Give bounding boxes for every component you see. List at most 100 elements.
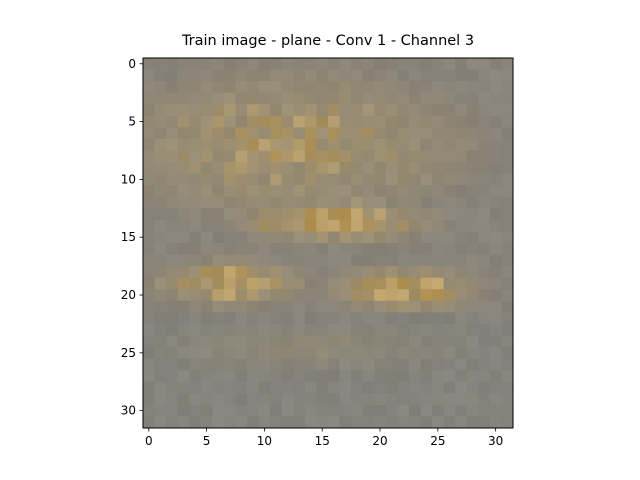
heatmap-cell <box>489 162 502 175</box>
heatmap-cell <box>501 150 514 163</box>
heatmap-cell <box>166 138 179 151</box>
heatmap-cell <box>328 416 340 429</box>
heatmap-cell <box>351 69 364 82</box>
heatmap-cell <box>328 289 340 302</box>
heatmap-cell <box>293 196 306 209</box>
heatmap-cell <box>397 81 410 94</box>
heatmap-cell <box>200 92 213 105</box>
heatmap-cell <box>466 150 479 163</box>
heatmap-cell <box>212 277 225 290</box>
heatmap-cell <box>466 115 479 128</box>
heatmap-cell <box>385 173 398 186</box>
heatmap-cell <box>143 358 155 371</box>
heatmap-cell <box>235 393 248 406</box>
heatmap-cell <box>374 289 387 302</box>
heatmap-cell <box>466 243 479 255</box>
heatmap-cell <box>374 127 387 140</box>
heatmap-cell <box>143 69 155 82</box>
heatmap-cell <box>247 81 260 94</box>
heatmap-cell <box>143 127 155 140</box>
heatmap-cell <box>258 358 271 371</box>
heatmap-cell <box>328 312 340 325</box>
x-tick-label: 0 <box>145 434 153 448</box>
heatmap-cell <box>328 185 340 198</box>
heatmap-cell <box>177 162 190 175</box>
heatmap-cell <box>455 254 468 267</box>
heatmap-cell <box>258 115 271 128</box>
heatmap-cell <box>455 138 468 151</box>
heatmap-cell <box>189 254 202 267</box>
heatmap-cell <box>293 185 306 198</box>
heatmap-cell <box>304 393 317 406</box>
heatmap-cell <box>293 127 306 140</box>
x-tick-label: 15 <box>315 434 330 448</box>
heatmap-cell <box>455 416 468 429</box>
heatmap-cell <box>466 416 479 429</box>
heatmap-cell <box>293 358 306 371</box>
heatmap-cell <box>420 92 433 105</box>
heatmap-cell <box>281 162 294 175</box>
heatmap-cell <box>443 335 456 348</box>
heatmap-cell <box>258 289 271 302</box>
heatmap-cells <box>143 58 514 429</box>
heatmap-cell <box>247 381 260 394</box>
heatmap-cell <box>166 208 179 221</box>
heatmap-cell <box>270 219 283 232</box>
heatmap-cell <box>223 404 236 417</box>
heatmap-cell <box>223 347 236 360</box>
heatmap-cell <box>177 58 190 70</box>
heatmap-cell <box>374 323 387 336</box>
heatmap-cell <box>166 416 179 429</box>
heatmap-cell <box>328 358 340 371</box>
heatmap-cell <box>270 173 283 186</box>
heatmap-cell <box>143 404 155 417</box>
heatmap-cell <box>316 138 329 151</box>
heatmap-cell <box>420 323 433 336</box>
heatmap-cell <box>212 393 225 406</box>
heatmap-cell <box>223 277 236 290</box>
heatmap-cell <box>154 254 167 267</box>
heatmap-cell <box>270 323 283 336</box>
heatmap-cell <box>258 312 271 325</box>
y-tick-label: 5 <box>128 115 136 129</box>
heatmap-cell <box>200 185 213 198</box>
heatmap-cell <box>200 196 213 209</box>
heatmap-cell <box>212 69 225 82</box>
heatmap-cell <box>258 138 271 151</box>
heatmap-cell <box>339 289 352 302</box>
heatmap-cell <box>212 127 225 140</box>
heatmap-cell <box>223 185 236 198</box>
heatmap-cell <box>432 58 445 70</box>
heatmap-cell <box>189 335 202 348</box>
heatmap-cell <box>328 404 340 417</box>
heatmap-cell <box>212 381 225 394</box>
heatmap-cell <box>270 300 283 313</box>
heatmap-cell <box>304 266 317 279</box>
heatmap-cell <box>270 150 283 163</box>
heatmap-cell <box>397 173 410 186</box>
heatmap-cell <box>258 150 271 163</box>
heatmap-cell <box>478 347 491 360</box>
heatmap-cell <box>189 323 202 336</box>
heatmap-cell <box>177 289 190 302</box>
heatmap-cell <box>478 104 491 117</box>
heatmap-cell <box>281 58 294 70</box>
heatmap-cell <box>339 162 352 175</box>
heatmap-cell <box>316 231 329 244</box>
heatmap-cell <box>478 58 491 70</box>
heatmap-cell <box>351 347 364 360</box>
heatmap-cell <box>432 219 445 232</box>
heatmap-cell <box>455 104 468 117</box>
heatmap-cell <box>478 173 491 186</box>
heatmap-cell <box>362 277 375 290</box>
heatmap-cell <box>316 381 329 394</box>
heatmap-cell <box>408 150 421 163</box>
heatmap-cell <box>316 115 329 128</box>
heatmap-cell <box>455 185 468 198</box>
heatmap-cell <box>351 404 364 417</box>
heatmap-cell <box>316 289 329 302</box>
heatmap-cell <box>397 404 410 417</box>
heatmap-cell <box>247 69 260 82</box>
heatmap-cell <box>189 58 202 70</box>
heatmap-cell <box>362 58 375 70</box>
